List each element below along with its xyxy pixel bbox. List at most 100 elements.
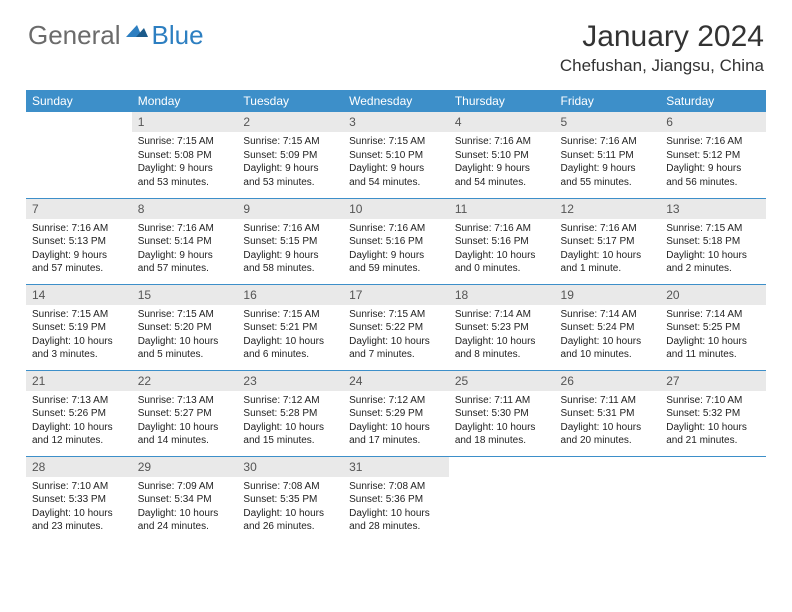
day-number: 8 — [132, 199, 238, 219]
day-number: 30 — [237, 457, 343, 477]
calendar-day-cell: 12Sunrise: 7:16 AMSunset: 5:17 PMDayligh… — [555, 198, 661, 284]
calendar-day-cell: 26Sunrise: 7:11 AMSunset: 5:31 PMDayligh… — [555, 370, 661, 456]
calendar-day-cell: 5Sunrise: 7:16 AMSunset: 5:11 PMDaylight… — [555, 112, 661, 198]
calendar-day-cell: 8Sunrise: 7:16 AMSunset: 5:14 PMDaylight… — [132, 198, 238, 284]
location: Chefushan, Jiangsu, China — [560, 56, 764, 76]
calendar-day-cell: 4Sunrise: 7:16 AMSunset: 5:10 PMDaylight… — [449, 112, 555, 198]
day-number: 27 — [660, 371, 766, 391]
day-details: Sunrise: 7:16 AMSunset: 5:10 PMDaylight:… — [449, 132, 555, 189]
day-number: 20 — [660, 285, 766, 305]
day-number: 18 — [449, 285, 555, 305]
calendar-day-cell — [555, 456, 661, 542]
calendar-day-cell: 3Sunrise: 7:15 AMSunset: 5:10 PMDaylight… — [343, 112, 449, 198]
day-details: Sunrise: 7:12 AMSunset: 5:28 PMDaylight:… — [237, 391, 343, 448]
calendar-day-cell: 27Sunrise: 7:10 AMSunset: 5:32 PMDayligh… — [660, 370, 766, 456]
weekday-header: Sunday — [26, 90, 132, 112]
day-number: 7 — [26, 199, 132, 219]
calendar-day-cell: 28Sunrise: 7:10 AMSunset: 5:33 PMDayligh… — [26, 456, 132, 542]
day-details: Sunrise: 7:15 AMSunset: 5:09 PMDaylight:… — [237, 132, 343, 189]
day-details: Sunrise: 7:16 AMSunset: 5:12 PMDaylight:… — [660, 132, 766, 189]
weekday-header: Saturday — [660, 90, 766, 112]
day-details: Sunrise: 7:08 AMSunset: 5:35 PMDaylight:… — [237, 477, 343, 534]
calendar-day-cell: 21Sunrise: 7:13 AMSunset: 5:26 PMDayligh… — [26, 370, 132, 456]
day-number: 1 — [132, 112, 238, 132]
calendar-day-cell: 11Sunrise: 7:16 AMSunset: 5:16 PMDayligh… — [449, 198, 555, 284]
day-details: Sunrise: 7:11 AMSunset: 5:31 PMDaylight:… — [555, 391, 661, 448]
calendar-day-cell: 20Sunrise: 7:14 AMSunset: 5:25 PMDayligh… — [660, 284, 766, 370]
day-details: Sunrise: 7:15 AMSunset: 5:10 PMDaylight:… — [343, 132, 449, 189]
day-number: 2 — [237, 112, 343, 132]
day-number: 12 — [555, 199, 661, 219]
day-details: Sunrise: 7:12 AMSunset: 5:29 PMDaylight:… — [343, 391, 449, 448]
day-details: Sunrise: 7:14 AMSunset: 5:23 PMDaylight:… — [449, 305, 555, 362]
calendar-day-cell: 19Sunrise: 7:14 AMSunset: 5:24 PMDayligh… — [555, 284, 661, 370]
title-block: January 2024 Chefushan, Jiangsu, China — [560, 20, 764, 76]
day-number: 29 — [132, 457, 238, 477]
calendar-day-cell: 24Sunrise: 7:12 AMSunset: 5:29 PMDayligh… — [343, 370, 449, 456]
day-number: 3 — [343, 112, 449, 132]
day-details: Sunrise: 7:16 AMSunset: 5:16 PMDaylight:… — [449, 219, 555, 276]
day-number: 10 — [343, 199, 449, 219]
day-number: 4 — [449, 112, 555, 132]
day-details: Sunrise: 7:16 AMSunset: 5:17 PMDaylight:… — [555, 219, 661, 276]
day-number: 11 — [449, 199, 555, 219]
calendar-day-cell: 23Sunrise: 7:12 AMSunset: 5:28 PMDayligh… — [237, 370, 343, 456]
day-number: 22 — [132, 371, 238, 391]
calendar-day-cell — [26, 112, 132, 198]
month-title: January 2024 — [560, 20, 764, 54]
calendar-day-cell: 17Sunrise: 7:15 AMSunset: 5:22 PMDayligh… — [343, 284, 449, 370]
day-number: 17 — [343, 285, 449, 305]
day-number: 5 — [555, 112, 661, 132]
calendar-day-cell: 22Sunrise: 7:13 AMSunset: 5:27 PMDayligh… — [132, 370, 238, 456]
calendar-day-cell: 30Sunrise: 7:08 AMSunset: 5:35 PMDayligh… — [237, 456, 343, 542]
calendar-day-cell: 6Sunrise: 7:16 AMSunset: 5:12 PMDaylight… — [660, 112, 766, 198]
calendar-day-cell: 15Sunrise: 7:15 AMSunset: 5:20 PMDayligh… — [132, 284, 238, 370]
calendar-day-cell: 25Sunrise: 7:11 AMSunset: 5:30 PMDayligh… — [449, 370, 555, 456]
day-number: 19 — [555, 285, 661, 305]
day-details: Sunrise: 7:14 AMSunset: 5:25 PMDaylight:… — [660, 305, 766, 362]
calendar-week-row: 21Sunrise: 7:13 AMSunset: 5:26 PMDayligh… — [26, 370, 766, 456]
calendar-day-cell: 14Sunrise: 7:15 AMSunset: 5:19 PMDayligh… — [26, 284, 132, 370]
calendar-day-cell: 13Sunrise: 7:15 AMSunset: 5:18 PMDayligh… — [660, 198, 766, 284]
calendar-table: SundayMondayTuesdayWednesdayThursdayFrid… — [26, 90, 766, 542]
day-details: Sunrise: 7:13 AMSunset: 5:27 PMDaylight:… — [132, 391, 238, 448]
day-number: 24 — [343, 371, 449, 391]
day-number: 15 — [132, 285, 238, 305]
calendar-day-cell: 7Sunrise: 7:16 AMSunset: 5:13 PMDaylight… — [26, 198, 132, 284]
calendar-day-cell: 10Sunrise: 7:16 AMSunset: 5:16 PMDayligh… — [343, 198, 449, 284]
day-details: Sunrise: 7:15 AMSunset: 5:22 PMDaylight:… — [343, 305, 449, 362]
logo-triangle-icon — [126, 21, 150, 46]
day-details: Sunrise: 7:10 AMSunset: 5:32 PMDaylight:… — [660, 391, 766, 448]
day-details: Sunrise: 7:11 AMSunset: 5:30 PMDaylight:… — [449, 391, 555, 448]
day-details: Sunrise: 7:16 AMSunset: 5:14 PMDaylight:… — [132, 219, 238, 276]
day-number: 25 — [449, 371, 555, 391]
calendar-day-cell — [660, 456, 766, 542]
day-details: Sunrise: 7:08 AMSunset: 5:36 PMDaylight:… — [343, 477, 449, 534]
day-details: Sunrise: 7:10 AMSunset: 5:33 PMDaylight:… — [26, 477, 132, 534]
calendar-day-cell: 31Sunrise: 7:08 AMSunset: 5:36 PMDayligh… — [343, 456, 449, 542]
day-details: Sunrise: 7:15 AMSunset: 5:19 PMDaylight:… — [26, 305, 132, 362]
calendar-day-cell: 1Sunrise: 7:15 AMSunset: 5:08 PMDaylight… — [132, 112, 238, 198]
day-details: Sunrise: 7:16 AMSunset: 5:13 PMDaylight:… — [26, 219, 132, 276]
weekday-header-row: SundayMondayTuesdayWednesdayThursdayFrid… — [26, 90, 766, 112]
day-number: 26 — [555, 371, 661, 391]
day-number: 14 — [26, 285, 132, 305]
day-number: 13 — [660, 199, 766, 219]
day-details: Sunrise: 7:16 AMSunset: 5:15 PMDaylight:… — [237, 219, 343, 276]
day-details: Sunrise: 7:15 AMSunset: 5:08 PMDaylight:… — [132, 132, 238, 189]
header: General Blue January 2024 Chefushan, Jia… — [0, 0, 792, 84]
day-details: Sunrise: 7:13 AMSunset: 5:26 PMDaylight:… — [26, 391, 132, 448]
calendar-week-row: 14Sunrise: 7:15 AMSunset: 5:19 PMDayligh… — [26, 284, 766, 370]
calendar-day-cell: 29Sunrise: 7:09 AMSunset: 5:34 PMDayligh… — [132, 456, 238, 542]
day-number: 16 — [237, 285, 343, 305]
calendar-day-cell: 9Sunrise: 7:16 AMSunset: 5:15 PMDaylight… — [237, 198, 343, 284]
weekday-header: Wednesday — [343, 90, 449, 112]
day-number: 31 — [343, 457, 449, 477]
logo-text-general: General — [28, 20, 121, 51]
calendar-week-row: 7Sunrise: 7:16 AMSunset: 5:13 PMDaylight… — [26, 198, 766, 284]
calendar-day-cell: 16Sunrise: 7:15 AMSunset: 5:21 PMDayligh… — [237, 284, 343, 370]
logo: General Blue — [28, 20, 204, 51]
calendar-day-cell — [449, 456, 555, 542]
weekday-header: Thursday — [449, 90, 555, 112]
day-details: Sunrise: 7:15 AMSunset: 5:20 PMDaylight:… — [132, 305, 238, 362]
